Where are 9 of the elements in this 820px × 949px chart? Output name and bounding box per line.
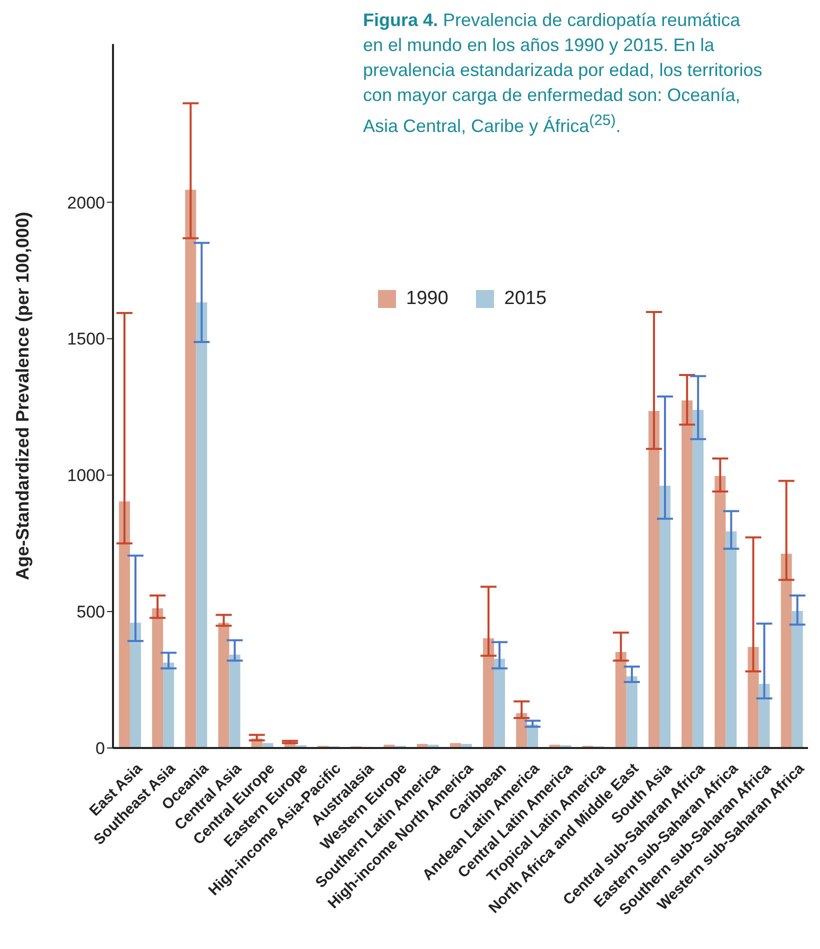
legend-label: 1990 — [406, 288, 448, 310]
y-axis-title: Age-Standardized Prevalence (per 100,000) — [12, 212, 32, 580]
y-tick-label: 2000 — [67, 193, 105, 212]
y-tick-label: 1500 — [67, 330, 105, 349]
legend-label: 2015 — [504, 288, 547, 310]
y-tick-label: 500 — [76, 602, 105, 622]
y-tick-label: 1000 — [67, 466, 105, 486]
text: Figura 4. Prevalencia de cardiopatía reumática en el mundo en los años 1990 y 2015. En la prevalencia estandarizada por edad, los territorios con mayor carga de enfermedad son: Oceanía, Asia Central, Caribe y África$^{(25)}$. — [363, 10, 762, 136]
y-tick-label: 0 — [96, 739, 105, 758]
